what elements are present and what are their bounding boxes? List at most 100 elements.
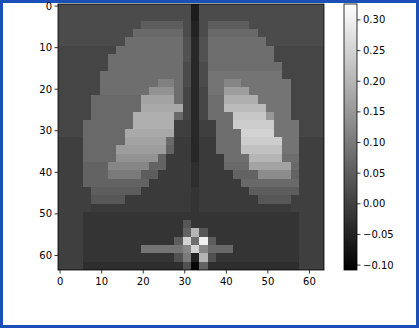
cell: [191, 104, 200, 113]
cell: [174, 54, 183, 63]
cell: [66, 95, 75, 104]
cell: [316, 71, 324, 80]
cell: [166, 179, 175, 188]
cell: [183, 54, 192, 63]
cell: [299, 46, 308, 55]
cell: [274, 170, 283, 179]
cell: [116, 112, 125, 121]
cell: [258, 87, 267, 96]
cell: [125, 187, 134, 196]
cell: [141, 12, 150, 21]
cell: [316, 54, 324, 63]
cell: [91, 170, 100, 179]
cell: [233, 162, 242, 171]
cell: [307, 220, 316, 229]
cell: [108, 29, 117, 38]
cell: [233, 129, 242, 138]
cell: [91, 220, 100, 229]
cell: [141, 228, 150, 237]
cell: [100, 220, 109, 229]
cell: [249, 228, 258, 237]
cell: [274, 12, 283, 21]
cell: [307, 87, 316, 96]
cell: [133, 21, 142, 30]
cell: [58, 79, 67, 88]
cell: [299, 87, 308, 96]
cell: [266, 195, 275, 204]
cell: [174, 145, 183, 154]
cell: [291, 145, 300, 154]
cell: [282, 129, 291, 138]
cell: [149, 195, 158, 204]
cell: [208, 212, 217, 221]
colorbar-tick-label: 0.30: [363, 14, 385, 25]
cell: [116, 87, 125, 96]
cell: [258, 187, 267, 196]
cell: [75, 228, 84, 237]
cell: [299, 253, 308, 262]
cell: [233, 120, 242, 129]
cell: [258, 145, 267, 154]
y-tick-label: 20: [39, 84, 52, 95]
cell: [307, 54, 316, 63]
cell: [258, 104, 267, 113]
cell: [291, 162, 300, 171]
cell: [133, 179, 142, 188]
cell: [307, 104, 316, 113]
cell: [116, 120, 125, 129]
cell: [183, 12, 192, 21]
cell: [241, 162, 250, 171]
cell: [141, 245, 150, 254]
cell: [75, 4, 84, 13]
cell: [258, 262, 267, 270]
cell: [149, 187, 158, 196]
cell: [108, 195, 117, 204]
colorbar-tick-label: 0.00: [363, 198, 385, 209]
colorbar-tick: [357, 81, 361, 82]
cell: [241, 237, 250, 246]
cell: [125, 137, 134, 146]
cell: [58, 21, 67, 30]
cell: [249, 87, 258, 96]
cell: [208, 104, 217, 113]
cell: [233, 137, 242, 146]
cell: [83, 37, 92, 46]
colorbar-tick: [357, 203, 361, 204]
cell: [241, 104, 250, 113]
cell: [249, 154, 258, 163]
cell: [216, 112, 225, 121]
cell: [266, 54, 275, 63]
cell: [307, 179, 316, 188]
cell: [158, 154, 167, 163]
cell: [241, 170, 250, 179]
cell: [166, 95, 175, 104]
cell: [224, 4, 233, 13]
cell: [282, 104, 291, 113]
cell: [316, 129, 324, 138]
cell: [274, 95, 283, 104]
cell: [100, 187, 109, 196]
cell: [199, 129, 208, 138]
cell: [274, 187, 283, 196]
cell: [116, 4, 125, 13]
cell: [249, 112, 258, 121]
cell: [274, 87, 283, 96]
cell: [291, 79, 300, 88]
cell: [108, 212, 117, 221]
cell: [83, 237, 92, 246]
cell: [274, 104, 283, 113]
cell: [208, 29, 217, 38]
cell: [91, 54, 100, 63]
cell: [199, 120, 208, 129]
cell: [199, 145, 208, 154]
cell: [100, 37, 109, 46]
cell: [274, 262, 283, 270]
cell: [258, 71, 267, 80]
cell: [83, 104, 92, 113]
cell: [183, 71, 192, 80]
cell: [100, 195, 109, 204]
cell: [291, 154, 300, 163]
cell: [158, 245, 167, 254]
cell: [83, 4, 92, 13]
cell: [233, 170, 242, 179]
